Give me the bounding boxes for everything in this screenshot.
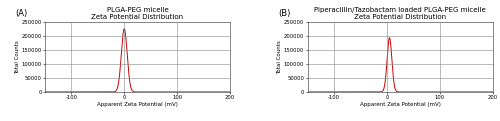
Title: PLGA-PEG micelle
Zeta Potential Distribution: PLGA-PEG micelle Zeta Potential Distribu… bbox=[92, 7, 184, 20]
Title: Piperacillin/Tazobactam loaded PLGA-PEG micelle
Zeta Potential Distribution: Piperacillin/Tazobactam loaded PLGA-PEG … bbox=[314, 7, 486, 20]
X-axis label: Apparent Zeta Potential (mV): Apparent Zeta Potential (mV) bbox=[97, 102, 178, 107]
Y-axis label: Total Counts: Total Counts bbox=[15, 40, 20, 74]
Text: (B): (B) bbox=[278, 9, 290, 18]
X-axis label: Apparent Zeta Potential (mV): Apparent Zeta Potential (mV) bbox=[360, 102, 440, 107]
Y-axis label: Total Counts: Total Counts bbox=[278, 40, 282, 74]
Text: (A): (A) bbox=[16, 9, 28, 18]
